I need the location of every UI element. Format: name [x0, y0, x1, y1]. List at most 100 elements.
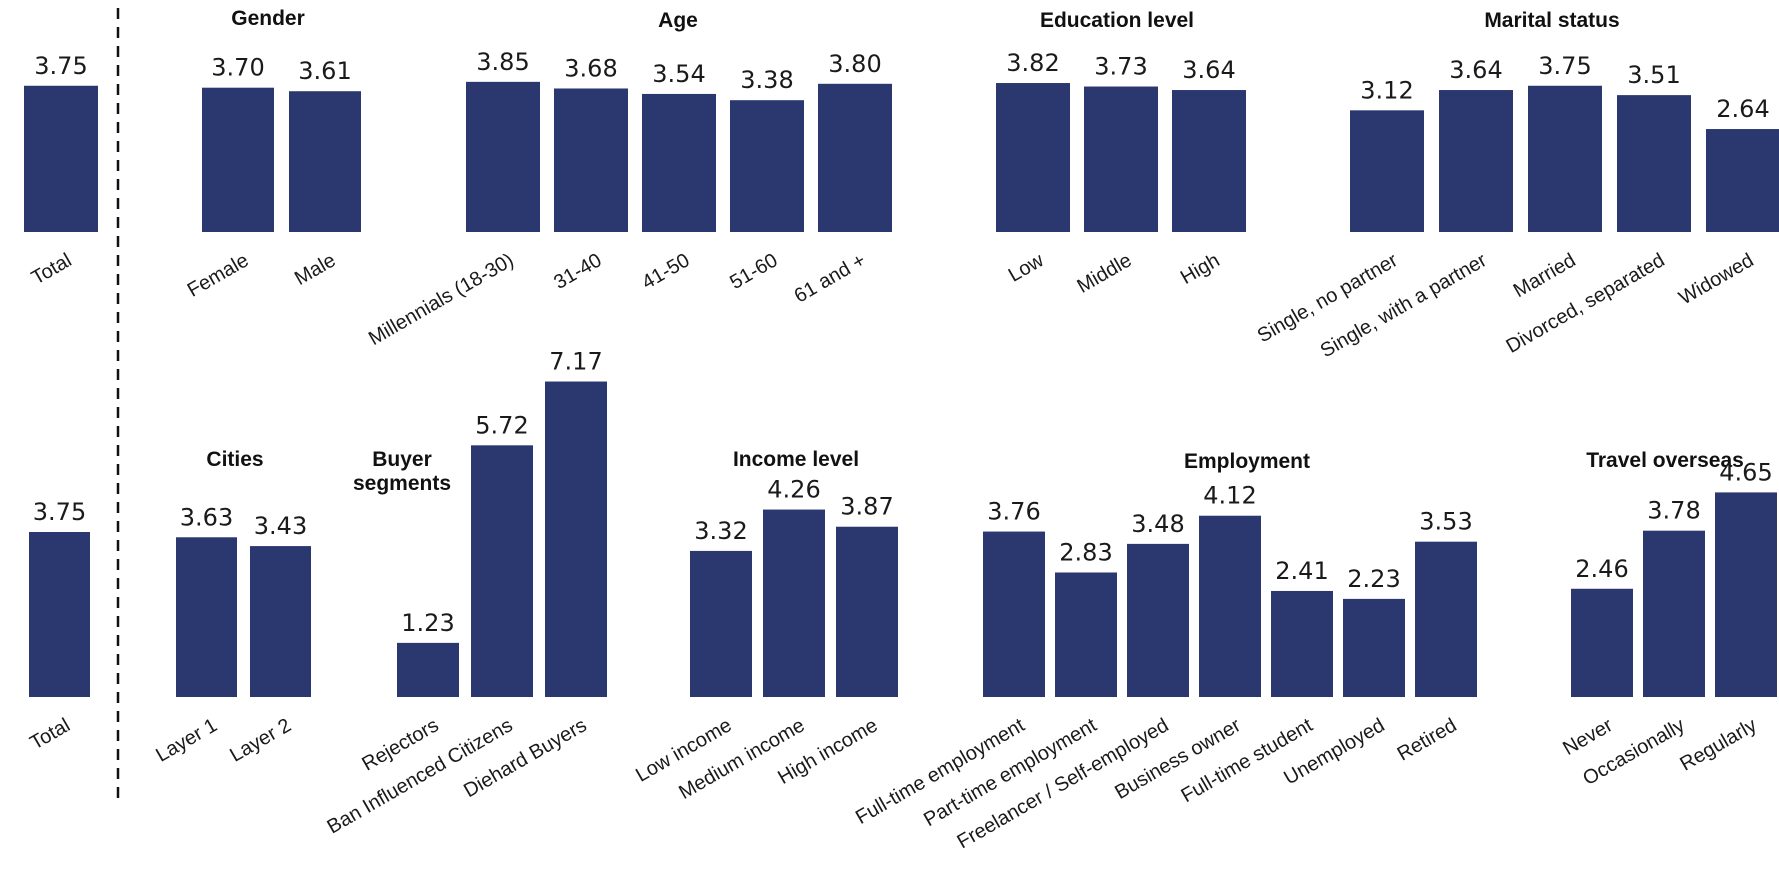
data-label: 5.72	[475, 411, 528, 439]
bar	[836, 527, 898, 697]
data-label: 3.76	[987, 498, 1040, 526]
bar	[730, 100, 804, 232]
bar	[1199, 516, 1261, 697]
bar	[1571, 589, 1633, 697]
category-label: Married	[1510, 249, 1580, 302]
bar	[1617, 95, 1691, 232]
data-label: 3.48	[1131, 510, 1184, 538]
data-label: 4.12	[1203, 482, 1256, 510]
group-title: Education level	[1040, 9, 1194, 32]
data-label: 3.78	[1647, 497, 1700, 525]
bar	[1706, 129, 1779, 232]
data-label: 7.17	[549, 348, 602, 376]
category-label: Medium income	[675, 714, 808, 804]
data-label: 3.70	[211, 54, 264, 82]
bar	[1084, 87, 1158, 232]
bar	[202, 88, 274, 232]
bar	[1528, 86, 1602, 232]
data-label: 3.82	[1006, 49, 1059, 77]
bar	[1172, 90, 1246, 232]
group-title: Income level	[733, 448, 859, 471]
bar	[1127, 544, 1189, 697]
bar	[642, 94, 716, 232]
category-label: Single, with a partner	[1317, 249, 1491, 362]
category-label: Total	[28, 249, 76, 289]
category-label: Divorced, separated	[1502, 249, 1668, 358]
data-label: 1.23	[401, 609, 454, 637]
group-title: Cities	[206, 448, 263, 471]
data-label: 3.32	[694, 517, 747, 545]
group-title: Employment	[1184, 450, 1310, 473]
data-label: 4.26	[767, 476, 820, 504]
category-label: Single, no partner	[1254, 249, 1402, 347]
category-label: Retired	[1394, 714, 1461, 765]
category-label: 51-60	[726, 249, 781, 294]
bar	[29, 532, 90, 697]
data-label: 3.80	[828, 50, 881, 78]
bar	[818, 84, 892, 232]
bar	[996, 83, 1070, 232]
bar	[983, 532, 1045, 697]
bar	[471, 445, 533, 697]
data-label: 3.61	[298, 57, 351, 85]
data-label: 3.85	[476, 48, 529, 76]
data-label: 3.53	[1419, 508, 1472, 536]
bar	[1643, 531, 1705, 697]
data-label: 2.46	[1575, 555, 1628, 583]
bar	[1415, 542, 1477, 697]
bar	[690, 551, 752, 697]
data-label: 3.12	[1360, 76, 1413, 104]
bar	[397, 643, 459, 697]
bar	[545, 382, 607, 697]
data-label: 2.64	[1716, 95, 1769, 123]
bar	[1439, 90, 1513, 232]
data-label: 4.65	[1719, 458, 1772, 486]
bar	[250, 546, 311, 697]
category-label: 61 and +	[791, 249, 870, 307]
data-label: 3.75	[1538, 52, 1591, 80]
category-label: Millennials (18-30)	[365, 249, 518, 350]
data-label: 3.73	[1094, 53, 1147, 81]
category-label: Total	[26, 714, 74, 754]
data-label: 3.54	[652, 60, 705, 88]
data-label: 2.83	[1059, 538, 1112, 566]
bar	[466, 82, 540, 232]
bar	[1343, 599, 1405, 697]
data-label: 3.51	[1627, 61, 1680, 89]
data-label: 3.43	[254, 512, 307, 540]
data-label: 3.63	[180, 503, 233, 531]
category-label: Regularly	[1676, 714, 1760, 775]
category-label: High	[1177, 249, 1224, 289]
data-label: 2.23	[1347, 565, 1400, 593]
bar	[1055, 572, 1117, 697]
bar	[176, 537, 237, 697]
data-label: 3.75	[34, 52, 87, 80]
category-label: Female	[184, 249, 253, 301]
category-label: Never	[1559, 714, 1616, 760]
data-label: 3.64	[1449, 56, 1502, 84]
group-title: Marital status	[1484, 9, 1619, 32]
data-label: 3.87	[840, 493, 893, 521]
group-title: Gender	[231, 7, 305, 30]
category-label: Male	[291, 249, 340, 290]
bar	[554, 88, 628, 232]
group-title: Buyer segments	[353, 448, 451, 495]
data-label: 3.64	[1182, 56, 1235, 84]
bar	[763, 510, 825, 697]
bar	[289, 91, 361, 232]
data-label: 3.75	[33, 498, 86, 526]
category-label: Widowed	[1675, 249, 1757, 309]
bar	[1715, 492, 1777, 697]
category-label: 31-40	[550, 249, 605, 294]
category-label: 41-50	[638, 249, 693, 294]
category-label: Low	[1005, 249, 1048, 287]
data-label: 3.38	[740, 66, 793, 94]
bar	[1350, 110, 1424, 232]
data-label: 3.68	[564, 54, 617, 82]
bar	[24, 86, 98, 232]
category-label: Layer 2	[226, 714, 295, 766]
category-label: Diehard Buyers	[460, 714, 590, 802]
category-label: Middle	[1073, 249, 1135, 298]
bar	[1271, 591, 1333, 697]
